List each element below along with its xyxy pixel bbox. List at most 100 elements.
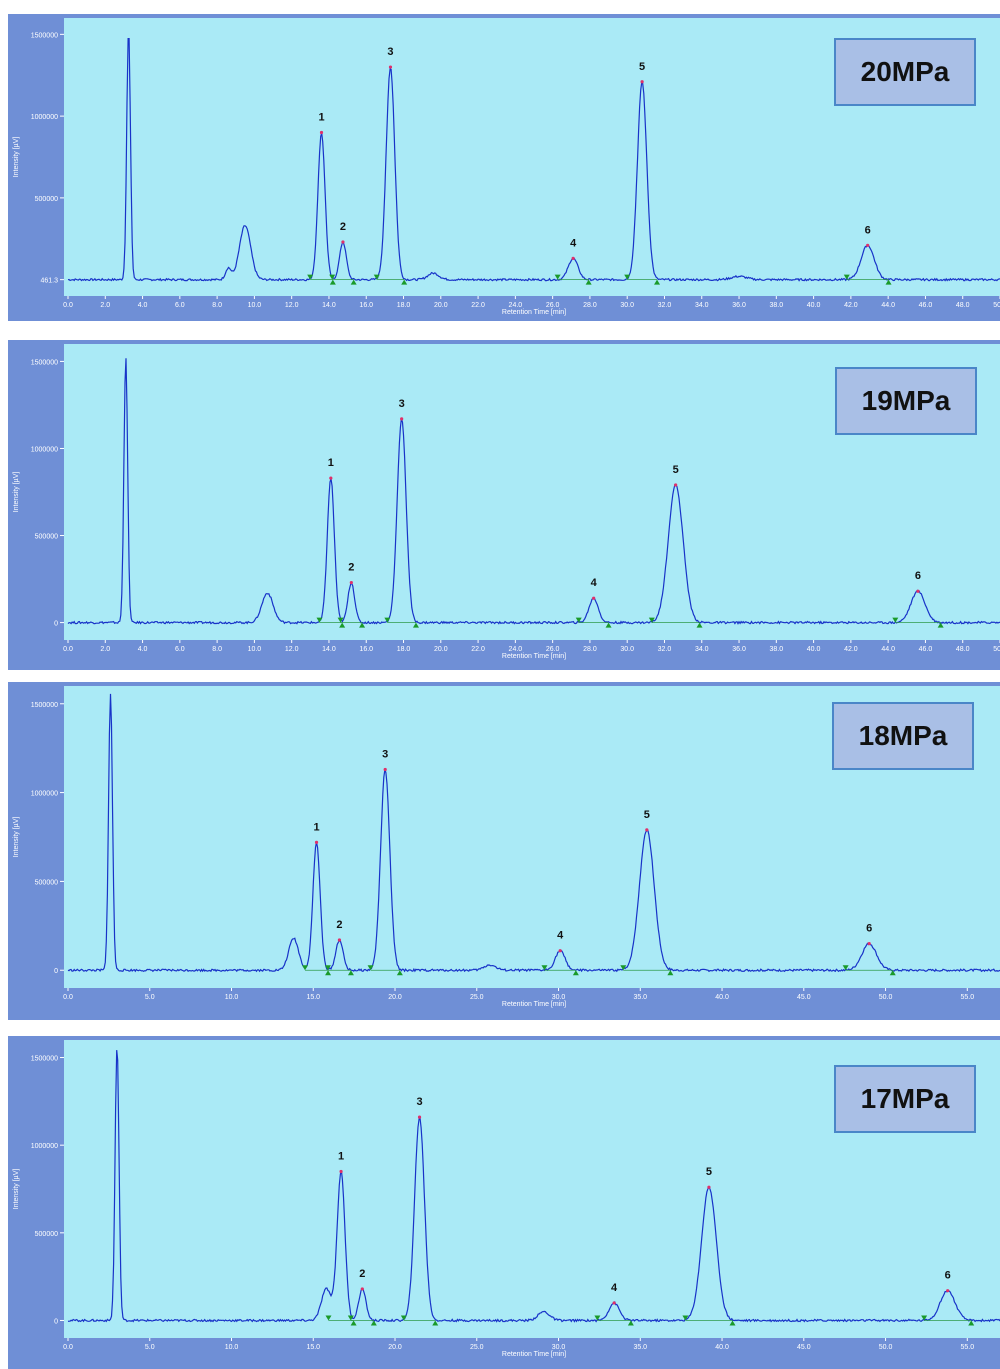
peak-apex <box>558 949 562 953</box>
peak-label-6: 6 <box>945 1270 951 1282</box>
y-tick-label: 1500000 <box>31 1056 58 1063</box>
y-tick-label: 0 <box>54 968 58 975</box>
peak-end-marker <box>396 970 403 976</box>
peak-start-marker <box>892 617 899 623</box>
peak-start-marker <box>620 965 627 971</box>
y-tick-label: 1500000 <box>31 359 58 366</box>
x-tick-label: 46.0 <box>919 302 933 309</box>
x-tick-label: 30.0 <box>552 994 566 1001</box>
y-tick-label: 0 <box>54 1318 58 1325</box>
x-tick-label: 6.0 <box>175 646 185 653</box>
x-tick-label: 8.0 <box>212 646 222 653</box>
x-tick-label: 5.0 <box>145 1344 155 1351</box>
x-tick-label: 20.0 <box>388 994 402 1001</box>
x-tick-label: 44.0 <box>881 646 895 653</box>
peak-label-3: 3 <box>382 748 388 760</box>
peak-label-4: 4 <box>591 577 598 589</box>
x-tick-label: 50.0 <box>879 994 893 1001</box>
peak-start-marker <box>373 274 380 280</box>
peak-end-marker <box>329 279 336 285</box>
signal-trace <box>67 693 1000 973</box>
x-tick-label: 15.0 <box>306 994 320 1001</box>
peak-label-2: 2 <box>336 919 342 931</box>
peak-label-5: 5 <box>706 1166 712 1178</box>
y-axis-title: Intensity [µV] <box>13 137 20 178</box>
peak-start-marker <box>843 274 850 280</box>
peak-end-marker <box>350 279 357 285</box>
x-tick-label: 24.0 <box>509 302 523 309</box>
x-tick-label: 32.0 <box>658 302 672 309</box>
pressure-label-19mpa: 19MPa <box>835 367 977 435</box>
peak-end-marker <box>325 970 332 976</box>
x-tick-label: 8.0 <box>212 302 222 309</box>
x-tick-label: 38.0 <box>770 302 784 309</box>
peak-start-marker <box>921 1315 928 1321</box>
peak-end-marker <box>412 622 419 628</box>
y-tick-label: 500000 <box>35 196 58 203</box>
x-tick-label: 22.0 <box>471 646 485 653</box>
y-tick-label: 461.3 <box>40 278 58 285</box>
x-tick-label: 46.0 <box>919 646 933 653</box>
x-tick-label: 45.0 <box>797 994 811 1001</box>
x-tick-label: 28.0 <box>583 302 597 309</box>
peak-label-2: 2 <box>359 1268 365 1280</box>
x-tick-label: 0.0 <box>63 302 73 309</box>
peak-apex <box>360 1287 364 1291</box>
x-axis-title: Retention Time [min] <box>502 1351 566 1358</box>
x-tick-label: 20.0 <box>388 1344 402 1351</box>
chromatogram-chart-19mpa: 0 500000 1000000 1500000 Intensity [µV] 0.0 2.… <box>13 344 1000 660</box>
x-tick-label: 26.0 <box>546 646 560 653</box>
x-tick-label: 6.0 <box>175 302 185 309</box>
peak-apex <box>337 938 342 942</box>
peak-start-marker <box>302 965 309 971</box>
peak-label-6: 6 <box>866 923 872 935</box>
peak-start-marker <box>316 617 323 623</box>
peak-start-marker <box>400 1315 407 1321</box>
x-tick-label: 10.0 <box>248 302 262 309</box>
peak-label-2: 2 <box>348 562 354 574</box>
peak-start-marker <box>307 274 314 280</box>
x-tick-label: 40.0 <box>715 994 729 1001</box>
peak-apex <box>707 1185 711 1189</box>
peak-apex <box>946 1289 950 1293</box>
x-tick-label: 36.0 <box>732 302 746 309</box>
x-tick-label: 0.0 <box>63 1344 73 1351</box>
x-tick-label: 30.0 <box>620 646 634 653</box>
x-tick-label: 20.0 <box>434 646 448 653</box>
x-tick-label: 30.0 <box>620 302 634 309</box>
peak-label-4: 4 <box>611 1282 618 1294</box>
peak-apex <box>400 417 404 421</box>
x-tick-label: 16.0 <box>359 302 373 309</box>
pressure-label-17mpa: 17MPa <box>834 1065 976 1133</box>
peak-label-3: 3 <box>387 46 393 58</box>
y-tick-label: 1500000 <box>31 32 58 39</box>
x-tick-label: 36.0 <box>732 646 746 653</box>
x-tick-label: 12.0 <box>285 646 299 653</box>
peak-end-marker <box>627 1320 634 1326</box>
x-tick-label: 50.0 <box>879 1344 893 1351</box>
peak-apex <box>349 580 353 585</box>
x-axis-title: Retention Time [min] <box>502 1001 566 1008</box>
peak-label-5: 5 <box>673 464 679 476</box>
x-tick-label: 50.0 <box>993 302 1000 309</box>
x-tick-label: 4.0 <box>138 302 148 309</box>
y-tick-label: 1000000 <box>31 791 58 798</box>
x-tick-label: 5.0 <box>145 994 155 1001</box>
x-tick-label: 10.0 <box>225 1344 239 1351</box>
peak-apex <box>314 840 319 844</box>
x-tick-label: 48.0 <box>956 646 970 653</box>
peak-end-marker <box>667 970 674 976</box>
peak-start-marker <box>347 1315 354 1321</box>
x-tick-label: 45.0 <box>797 1344 811 1351</box>
peak-label-4: 4 <box>570 237 577 249</box>
peak-apex <box>341 240 345 244</box>
x-axis-title: Retention Time [min] <box>502 309 566 316</box>
x-tick-label: 44.0 <box>881 302 895 309</box>
x-tick-label: 40.0 <box>715 1344 729 1351</box>
peak-end-marker <box>370 1320 377 1326</box>
peak-label-3: 3 <box>399 398 405 410</box>
x-tick-label: 28.0 <box>583 646 597 653</box>
peak-start-marker <box>367 965 374 971</box>
peak-apex <box>866 243 870 247</box>
y-tick-label: 500000 <box>35 1231 58 1238</box>
